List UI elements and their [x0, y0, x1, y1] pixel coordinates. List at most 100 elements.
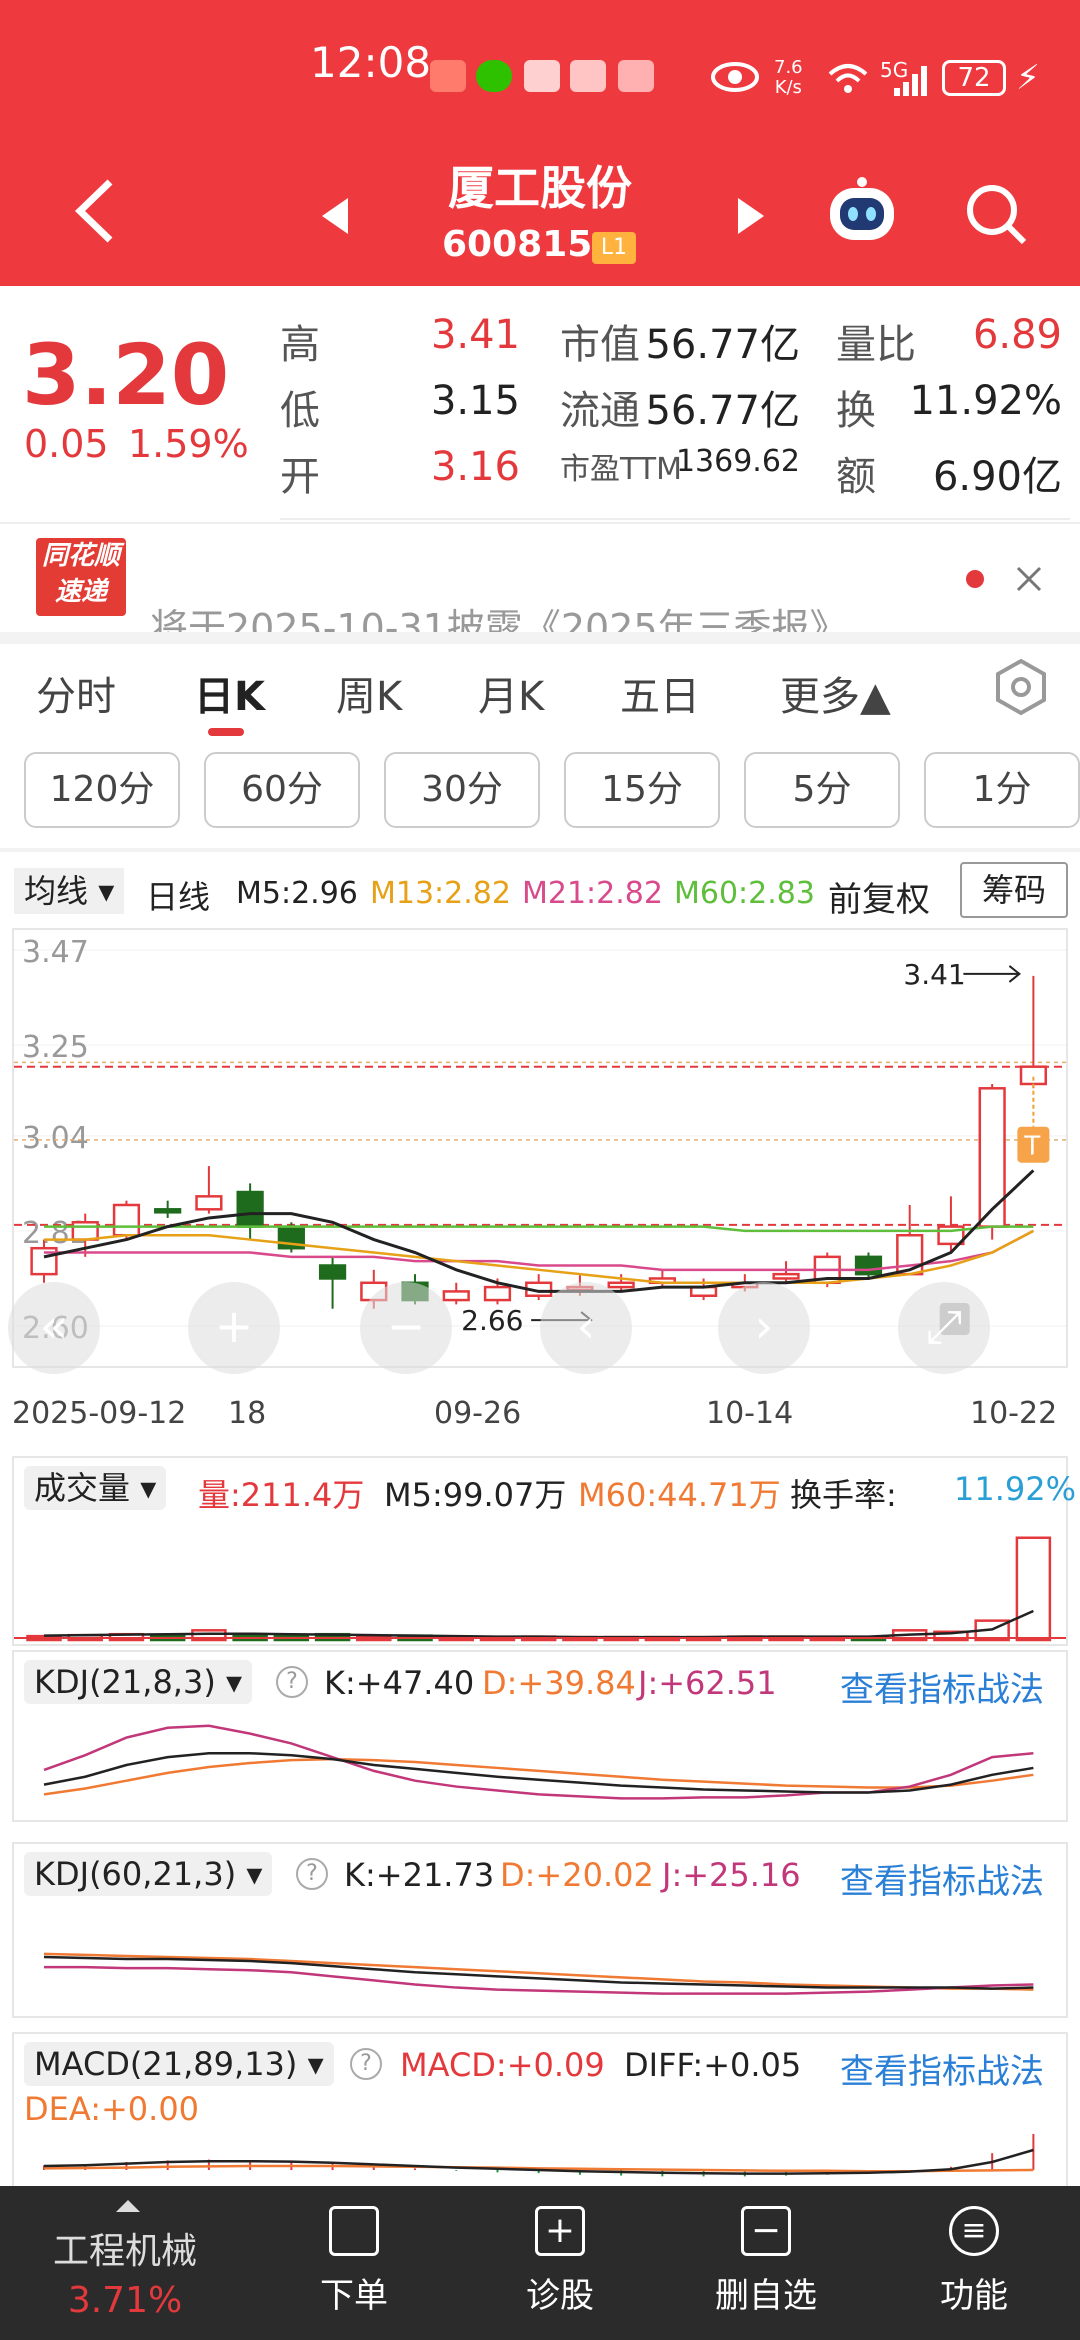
diagnose-button[interactable]: + 诊股 — [490, 2206, 630, 2317]
ma21-value: M21:2.82 — [522, 876, 663, 911]
volume-ma5-line — [43, 1609, 1034, 1639]
low-label: 2.66 — [461, 1304, 523, 1337]
scroll-left-icon[interactable]: « — [8, 1282, 100, 1374]
candle-body — [154, 1208, 182, 1214]
tab-4[interactable]: 五日 — [620, 674, 700, 720]
high-arrow-head — [1008, 965, 1021, 983]
huawei-app-icon — [430, 60, 466, 92]
kdj2-j: J:+25.16 — [662, 1856, 801, 1894]
y-tick-label: 3.47 — [22, 935, 89, 970]
x-tick-label: 10-22 — [970, 1396, 1058, 1431]
current-price: 3.20 — [22, 326, 230, 424]
quote-value: 3.15 — [430, 378, 520, 424]
period-button-1[interactable]: 60分 — [204, 752, 360, 828]
kdj2-dropdown[interactable]: KDJ(60,21,3) ▾ — [24, 1852, 273, 1896]
kdj2-strategy-link[interactable]: 查看指标战法 — [840, 1862, 1044, 1902]
kdj1-strategy-link[interactable]: 查看指标战法 — [840, 1670, 1044, 1710]
kdj1-k: K:+47.40 — [324, 1664, 475, 1702]
macd-dropdown[interactable]: MACD(21,89,13) ▾ — [24, 2042, 334, 2086]
candle-body — [854, 1255, 883, 1276]
adjust-mode[interactable]: 前复权 — [828, 880, 930, 920]
period-button-3[interactable]: 15分 — [564, 752, 720, 828]
prev-stock-icon[interactable] — [318, 196, 352, 236]
x-tick-label: 2025-09-12 — [12, 1396, 187, 1431]
quote-value: 1369.62 — [675, 444, 800, 479]
ma5-value: M5:2.96 — [236, 876, 358, 911]
ma5-line — [43, 1169, 1035, 1293]
unread-dot — [966, 570, 984, 588]
macd-strategy-link[interactable]: 查看指标战法 — [840, 2052, 1044, 2092]
kdj2-panel: KDJ(60,21,3) ▾ ? K:+21.73 D:+20.02 J:+25… — [12, 1842, 1068, 2018]
prev-icon[interactable]: ‹ — [540, 1282, 632, 1374]
chart-tabs: 分时 日K 周K 月K 五日 更多▲ — [0, 644, 1080, 744]
candle-body — [71, 1221, 99, 1241]
quote-value: 6.89 — [972, 312, 1062, 358]
app-header: 12:08 7.6 K/s 5G 72 ⚡ 厦工股份 600815 L1 — [0, 0, 1080, 286]
expand-up-icon[interactable] — [116, 2200, 140, 2212]
quote-value: 6.90亿 — [932, 454, 1062, 500]
news-ticker[interactable]: 同花顺 速递 将于2025-10-31披露《2025年三季报》 — [0, 522, 1080, 634]
zoom-in-icon[interactable]: + — [188, 1282, 280, 1374]
next-stock-icon[interactable] — [734, 196, 768, 236]
candle-body — [318, 1264, 347, 1280]
macd-diff: DIFF:+0.05 — [624, 2046, 802, 2084]
order-button[interactable]: 下单 — [284, 2206, 424, 2317]
remove-watchlist-button[interactable]: − 删自选 — [696, 2206, 836, 2317]
settings-hex-icon[interactable] — [994, 658, 1048, 716]
period-button-5[interactable]: 1分 — [924, 752, 1080, 828]
close-icon[interactable] — [1014, 564, 1044, 594]
quote-value: 56.77亿 — [645, 388, 800, 434]
quote-value: 11.92% — [909, 378, 1062, 424]
app-notification-icon-3 — [618, 60, 654, 92]
quote-label: 额 — [836, 454, 876, 500]
eye-icon — [711, 62, 759, 92]
period-button-4[interactable]: 5分 — [744, 752, 900, 828]
kdj1-panel: KDJ(21,8,3) ▾ ? K:+47.40 D:+39.84 J:+62.… — [12, 1650, 1068, 1822]
active-tab-indicator — [208, 728, 244, 736]
kdj1-dropdown[interactable]: KDJ(21,8,3) ▾ — [24, 1660, 253, 1704]
tab-2[interactable]: 周K — [336, 674, 403, 720]
x-tick-label: 09-26 — [434, 1396, 522, 1431]
next-icon[interactable]: › — [718, 1282, 810, 1374]
candle-body — [1019, 1065, 1048, 1086]
volume-dropdown[interactable]: 成交量 ▾ — [24, 1466, 167, 1510]
fullscreen-icon[interactable]: ⤢ — [898, 1282, 990, 1374]
sector-name[interactable]: 工程机械 — [52, 2231, 197, 2272]
candle-body — [236, 1190, 264, 1228]
candle-body — [195, 1195, 223, 1211]
macd-dea-line — [43, 2164, 1034, 2173]
tab-1[interactable]: 日K — [194, 674, 265, 720]
help-icon[interactable]: ? — [350, 2048, 382, 2080]
kline-panel[interactable]: 3.473.253.042.822.603.412.66T — [12, 928, 1068, 1368]
macd-dea: DEA:+0.00 — [24, 2090, 200, 2128]
ma-dropdown[interactable]: 均线 ▾ — [14, 868, 125, 914]
tab-0[interactable]: 分时 — [36, 674, 116, 720]
order-icon — [329, 2206, 379, 2256]
period-button-2[interactable]: 30分 — [384, 752, 540, 828]
function-button[interactable]: ≡ 功能 — [904, 2206, 1044, 2317]
candle-body — [112, 1203, 141, 1237]
volume-bar — [1015, 1536, 1052, 1642]
tab-3[interactable]: 月K — [478, 674, 545, 720]
app-notification-icon-2 — [570, 60, 606, 92]
search-icon[interactable] — [964, 182, 1030, 248]
back-icon[interactable] — [70, 176, 120, 246]
clock: 12:08 — [310, 38, 432, 87]
macd-panel: MACD(21,89,13) ▾ ? MACD:+0.09 DIFF:+0.05… — [12, 2032, 1068, 2192]
zoom-out-icon[interactable]: − — [360, 1282, 452, 1374]
signal-icon — [894, 66, 927, 96]
robot-assistant-icon[interactable] — [824, 174, 900, 250]
volume-chart — [14, 1536, 1066, 1642]
tab-5[interactable]: 更多▲ — [780, 674, 891, 720]
divider — [0, 848, 1080, 852]
battery-level: 72 — [942, 60, 1006, 96]
chips-button[interactable]: 筹码 — [960, 862, 1068, 918]
quote-label: 市盈TTM — [560, 452, 683, 487]
kdj2-chart — [43, 1952, 1034, 1995]
candle-body — [896, 1233, 924, 1276]
period-button-0[interactable]: 120分 — [24, 752, 180, 828]
help-icon[interactable]: ? — [276, 1666, 308, 1698]
candle-body — [607, 1281, 635, 1289]
help-icon[interactable]: ? — [296, 1858, 328, 1890]
